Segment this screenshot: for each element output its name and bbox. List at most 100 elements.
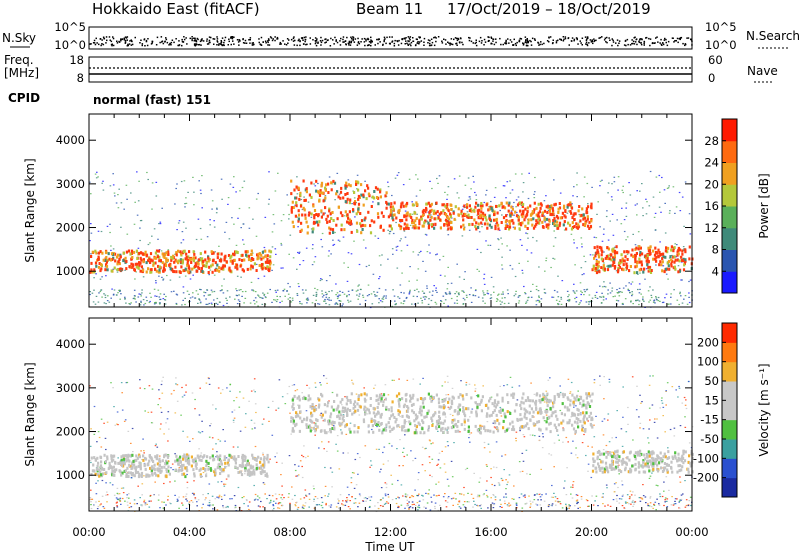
nsky-point [522, 44, 525, 46]
feature-point [299, 193, 302, 197]
nsky-point [185, 37, 187, 39]
scatter-point [578, 213, 581, 216]
feature-point [655, 259, 658, 263]
feature-point [387, 215, 390, 219]
scatter-point [537, 299, 539, 301]
nsky-point [126, 36, 129, 38]
scatter-point [664, 501, 666, 503]
scatter-point [474, 191, 476, 194]
scatter-point [93, 433, 96, 435]
feature-point [140, 265, 143, 269]
scatter-point [195, 290, 198, 292]
scatter-point [216, 509, 219, 511]
nsky-point [258, 41, 260, 44]
scatter-point [336, 302, 338, 304]
feature-point [320, 184, 323, 188]
feature-point [269, 259, 272, 263]
scatter-point [137, 485, 139, 487]
scatter-point [320, 212, 323, 214]
scatter-point [653, 300, 655, 302]
scatter-point [200, 238, 203, 240]
feature-point [350, 222, 353, 226]
feature-point [568, 223, 572, 227]
scatter-point [327, 255, 330, 257]
scatter-point [160, 383, 163, 386]
scatter-point [616, 500, 618, 502]
scatter-point [347, 299, 349, 301]
scatter-point [226, 290, 229, 292]
scatter-point [515, 211, 518, 214]
scatter-point [639, 190, 641, 192]
feature-point [557, 211, 560, 214]
scatter-point [604, 286, 607, 288]
feature-point [550, 204, 553, 208]
nsky-point [356, 44, 359, 46]
feature-point [337, 195, 340, 199]
feature-point [290, 206, 293, 210]
scatter-point [110, 297, 112, 299]
feature-point [129, 252, 132, 256]
scatter-point [576, 420, 579, 422]
feature-point [333, 181, 337, 185]
scatter-point [374, 295, 377, 297]
scatter-point [525, 301, 528, 303]
scatter-point [218, 245, 220, 247]
scatter-point [372, 201, 374, 203]
nsky-point [371, 41, 373, 43]
scatter-point [383, 446, 386, 448]
feature-point [618, 265, 621, 269]
scatter-point [225, 221, 228, 223]
feature-point [553, 203, 556, 207]
scatter-point [239, 190, 241, 192]
feature-point [119, 255, 122, 259]
scatter-point [359, 495, 362, 497]
scatter-point [521, 244, 523, 246]
scatter-point [618, 498, 621, 500]
scatter-point [379, 505, 382, 507]
scatter-point [338, 240, 341, 242]
scatter-point [409, 496, 412, 498]
scatter-point [652, 375, 654, 377]
scatter-point [278, 502, 280, 504]
scatter-point [262, 452, 264, 454]
feature-point [148, 257, 151, 261]
feature-point [539, 202, 543, 206]
scatter-point [141, 459, 143, 461]
feature-main-band [89, 249, 273, 275]
scatter-point [355, 290, 358, 292]
feature-point [317, 191, 320, 195]
scatter-point [521, 269, 524, 271]
nsky-point [557, 39, 559, 42]
nsky-point [374, 44, 376, 46]
feature-point [611, 263, 614, 267]
feature-point [640, 260, 643, 264]
feature-point [104, 268, 107, 272]
scatter-point [375, 448, 378, 450]
nsky-point [267, 40, 269, 42]
scatter-point [522, 460, 525, 462]
feature-point [225, 260, 228, 264]
feature-point [660, 252, 663, 256]
feature-point [672, 255, 675, 259]
feature-point [537, 217, 540, 221]
scatter-point [393, 379, 395, 381]
nsky-point [189, 37, 191, 40]
feature-point [116, 262, 119, 266]
scatter-point [560, 298, 563, 300]
scatter-point [331, 391, 334, 394]
scatter-point [602, 434, 605, 436]
scatter-point [402, 451, 404, 453]
feature-point [202, 263, 205, 267]
feature-point [153, 256, 156, 260]
scatter-point [247, 505, 249, 507]
scatter-point [589, 254, 592, 256]
scatter-point [326, 450, 328, 452]
scatter-point [554, 496, 557, 498]
feature-point [290, 210, 293, 214]
nsky-point [518, 40, 521, 43]
nsky-point [327, 39, 329, 41]
scatter-point [525, 502, 528, 504]
scatter-point [534, 191, 536, 193]
scatter-point [119, 298, 121, 300]
scatter-point [301, 392, 303, 394]
